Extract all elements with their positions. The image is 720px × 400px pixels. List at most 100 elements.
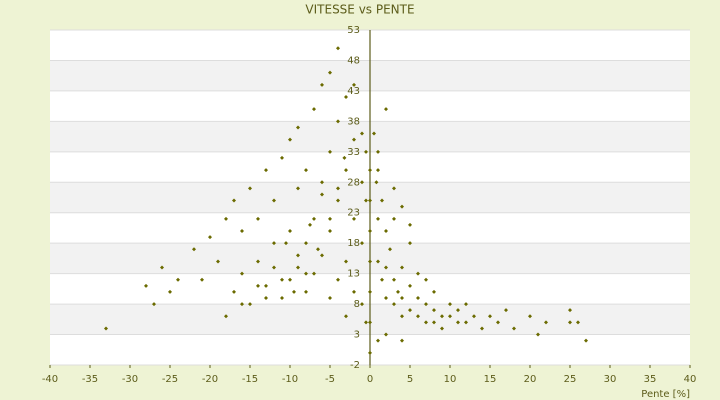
point: [280, 296, 284, 300]
point: [328, 149, 332, 154]
point: [392, 216, 396, 221]
point: [328, 229, 332, 233]
point: [432, 308, 436, 313]
point: [352, 137, 356, 142]
y-tick-label: 43: [347, 86, 360, 97]
point: [528, 314, 532, 319]
point: [272, 241, 276, 246]
point: [316, 247, 320, 252]
point: [380, 198, 384, 203]
point: [464, 302, 468, 307]
point: [304, 289, 308, 294]
point: [384, 265, 388, 270]
point: [296, 186, 300, 191]
point: [344, 259, 348, 264]
point: [264, 283, 268, 288]
point: [342, 155, 347, 160]
point: [160, 265, 164, 270]
point: [296, 265, 300, 270]
x-tick-label: 25: [564, 374, 577, 385]
point: [576, 320, 580, 325]
x-tick-label: -20: [202, 374, 218, 385]
point: [248, 302, 252, 307]
point: [248, 186, 252, 191]
point: [368, 198, 372, 203]
point: [424, 320, 428, 325]
point: [256, 259, 260, 264]
point: [360, 241, 364, 246]
point: [372, 131, 376, 136]
point: [368, 229, 372, 233]
point: [416, 314, 420, 319]
point: [364, 320, 368, 325]
point: [376, 259, 380, 264]
x-tick-label: -15: [242, 374, 258, 385]
point: [360, 131, 364, 136]
point: [336, 277, 340, 282]
point: [472, 314, 476, 319]
x-axis-label: Pente [%]: [641, 389, 690, 400]
point: [352, 289, 356, 294]
point: [496, 320, 500, 325]
point: [280, 155, 284, 160]
x-tick-label: 20: [524, 374, 537, 385]
point: [376, 149, 380, 154]
point: [448, 314, 452, 319]
point: [376, 338, 380, 343]
point: [424, 302, 428, 307]
point: [396, 289, 400, 294]
point: [296, 253, 300, 258]
point: [376, 168, 380, 173]
point: [360, 180, 364, 185]
point: [320, 82, 324, 87]
y-tick-label: 48: [347, 55, 360, 66]
point: [368, 259, 372, 264]
point: [424, 277, 428, 282]
point: [368, 350, 372, 355]
point: [488, 314, 492, 319]
point: [200, 277, 204, 282]
point: [308, 222, 312, 227]
x-tick-label: -30: [122, 374, 138, 385]
point: [208, 235, 212, 240]
point: [104, 326, 108, 331]
point: [368, 168, 372, 173]
point: [288, 229, 292, 233]
chart-title: VITESSE vs PENTE: [305, 3, 414, 17]
point: [336, 186, 340, 191]
y-tick-label: 38: [347, 116, 360, 127]
point: [240, 302, 244, 307]
x-tick-label: 10: [444, 374, 457, 385]
point: [408, 283, 412, 288]
point: [320, 192, 324, 197]
point: [416, 296, 420, 300]
point: [328, 216, 332, 221]
point: [400, 204, 404, 209]
point: [440, 314, 444, 319]
point: [400, 265, 404, 270]
y-tick-label: 13: [347, 269, 360, 280]
point: [256, 283, 260, 288]
x-tick-label: 5: [407, 374, 413, 385]
point: [364, 198, 368, 203]
point: [320, 253, 324, 258]
point: [568, 320, 572, 325]
point: [512, 326, 516, 331]
point: [304, 168, 308, 173]
point: [360, 302, 364, 307]
point: [272, 198, 276, 203]
point: [344, 95, 348, 99]
y-tick-label: 23: [347, 208, 360, 219]
x-tick-label: 30: [604, 374, 617, 385]
point: [224, 314, 228, 319]
point: [344, 314, 348, 319]
y-tick-label: -2: [350, 360, 360, 371]
point: [284, 241, 288, 246]
point: [224, 216, 228, 221]
point: [352, 82, 356, 87]
point: [504, 308, 508, 313]
point: [380, 277, 384, 282]
point: [456, 320, 460, 325]
point: [312, 271, 316, 276]
